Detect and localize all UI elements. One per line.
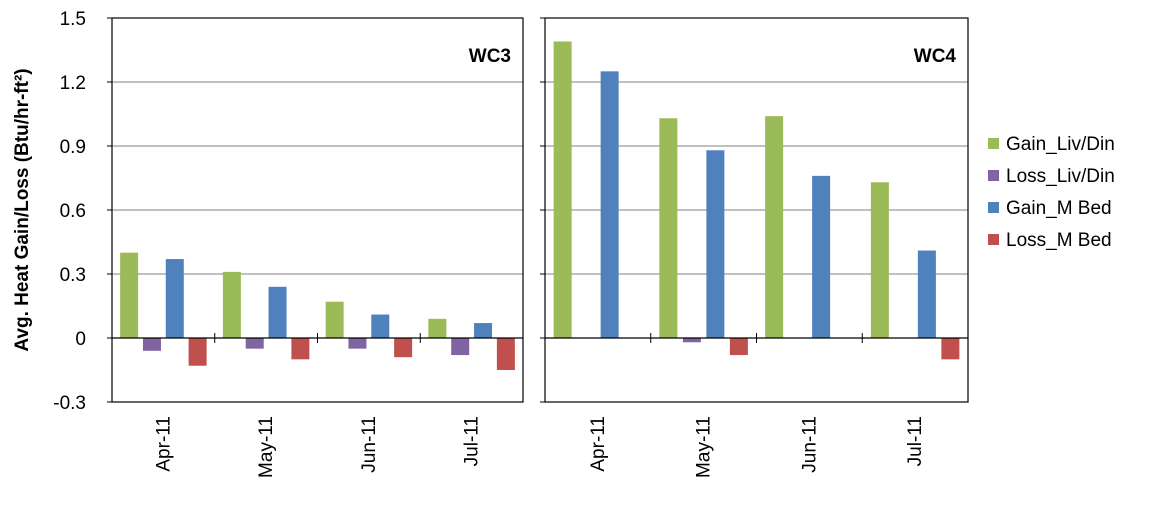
x-tick-label: May-11: [256, 416, 277, 478]
legend-label: Gain_Liv/Din: [1006, 134, 1115, 155]
bar-wc3-apr-11-s0: [120, 252, 139, 338]
bar-wc3-jul-11-s0: [428, 318, 447, 338]
bar-wc4-jun-11-s0: [765, 116, 784, 338]
bar-wc4-apr-11-s0: [553, 41, 572, 338]
panel-frame: [111, 17, 524, 403]
legend: Gain_Liv/Din Loss_Liv/Din Gain_M Bed Loss_M…: [988, 134, 1115, 251]
bar-wc3-jul-11-s3: [496, 338, 515, 370]
bar-wc3-may-11-s0: [222, 271, 241, 338]
bar-wc3-apr-11-s3: [188, 338, 207, 366]
bar-wc3-jun-11-s3: [394, 338, 413, 358]
bar-wc3-may-11-s3: [291, 338, 310, 360]
x-tick-label: Jun-11: [359, 416, 380, 473]
bar-wc4-jun-11-s2: [812, 175, 831, 338]
y-tick-label: 0.3: [60, 265, 86, 286]
y-axis-label-group: Avg. Heat Gain/Loss (Btu/hr-ft²): [12, 68, 33, 351]
bar-wc4-jul-11-s2: [917, 250, 936, 338]
bar-wc3-jun-11-s1: [348, 338, 367, 349]
bar-wc4-jul-11-s3: [941, 338, 960, 360]
legend-swatch: [988, 202, 999, 213]
x-tick-label: May-11: [694, 416, 715, 478]
y-tick-labels: 1.5 1.2 0.9 0.6 0.3 0 -0.3: [53, 9, 86, 414]
y-tick-label: 1.5: [60, 9, 86, 30]
bar-wc4-may-11-s0: [659, 118, 678, 339]
panel-wc3: Apr-11 May-11 Jun-11 Jul-11 WC3: [107, 17, 524, 478]
bar-wc3-apr-11-s2: [165, 259, 184, 338]
x-tick-label: Jun-11: [799, 416, 820, 473]
y-tick-label: 1.2: [60, 73, 86, 94]
chart-panels: Apr-11 May-11 Jun-11 Jul-11 WC3 Apr-11 May-11 J…: [107, 17, 969, 478]
bar-wc3-jun-11-s0: [325, 301, 344, 338]
bar-wc3-may-11-s2: [268, 286, 287, 338]
legend-swatch: [988, 234, 999, 245]
y-tick-label: 0.9: [60, 137, 86, 158]
bar-wc4-may-11-s3: [729, 338, 748, 356]
legend-label: Loss_M Bed: [1006, 230, 1112, 251]
bar-wc4-may-11-s2: [706, 150, 725, 338]
x-tick-label: Jul-11: [905, 416, 926, 466]
y-axis-label: Avg. Heat Gain/Loss (Btu/hr-ft²): [12, 68, 33, 351]
x-tick-label: Apr-11: [588, 416, 609, 472]
y-tick-label: 0: [75, 329, 86, 350]
bar-wc3-jul-11-s2: [474, 323, 493, 338]
x-tick-label: Apr-11: [153, 416, 174, 472]
legend-swatch: [988, 138, 999, 149]
bar-wc4-jul-11-s0: [870, 182, 889, 338]
bar-wc3-jun-11-s2: [371, 314, 390, 338]
y-tick-label: 0.6: [60, 201, 86, 222]
bar-wc3-may-11-s1: [245, 338, 264, 349]
panel-frame: [544, 17, 969, 403]
panel-wc4: Apr-11 May-11 Jun-11 Jul-11 WC4: [540, 17, 969, 478]
y-tick-label: -0.3: [53, 393, 86, 414]
legend-swatch: [988, 170, 999, 181]
bar-wc3-jul-11-s1: [451, 338, 470, 356]
bar-wc4-may-11-s1: [682, 338, 701, 343]
legend-label: Loss_Liv/Din: [1006, 166, 1115, 187]
legend-label: Gain_M Bed: [1006, 198, 1112, 219]
x-tick-label: Jul-11: [462, 416, 483, 466]
bar-wc3-apr-11-s1: [142, 338, 161, 351]
bar-wc4-apr-11-s2: [600, 71, 619, 338]
panel-title: WC3: [469, 46, 511, 67]
panel-title: WC4: [914, 46, 957, 67]
